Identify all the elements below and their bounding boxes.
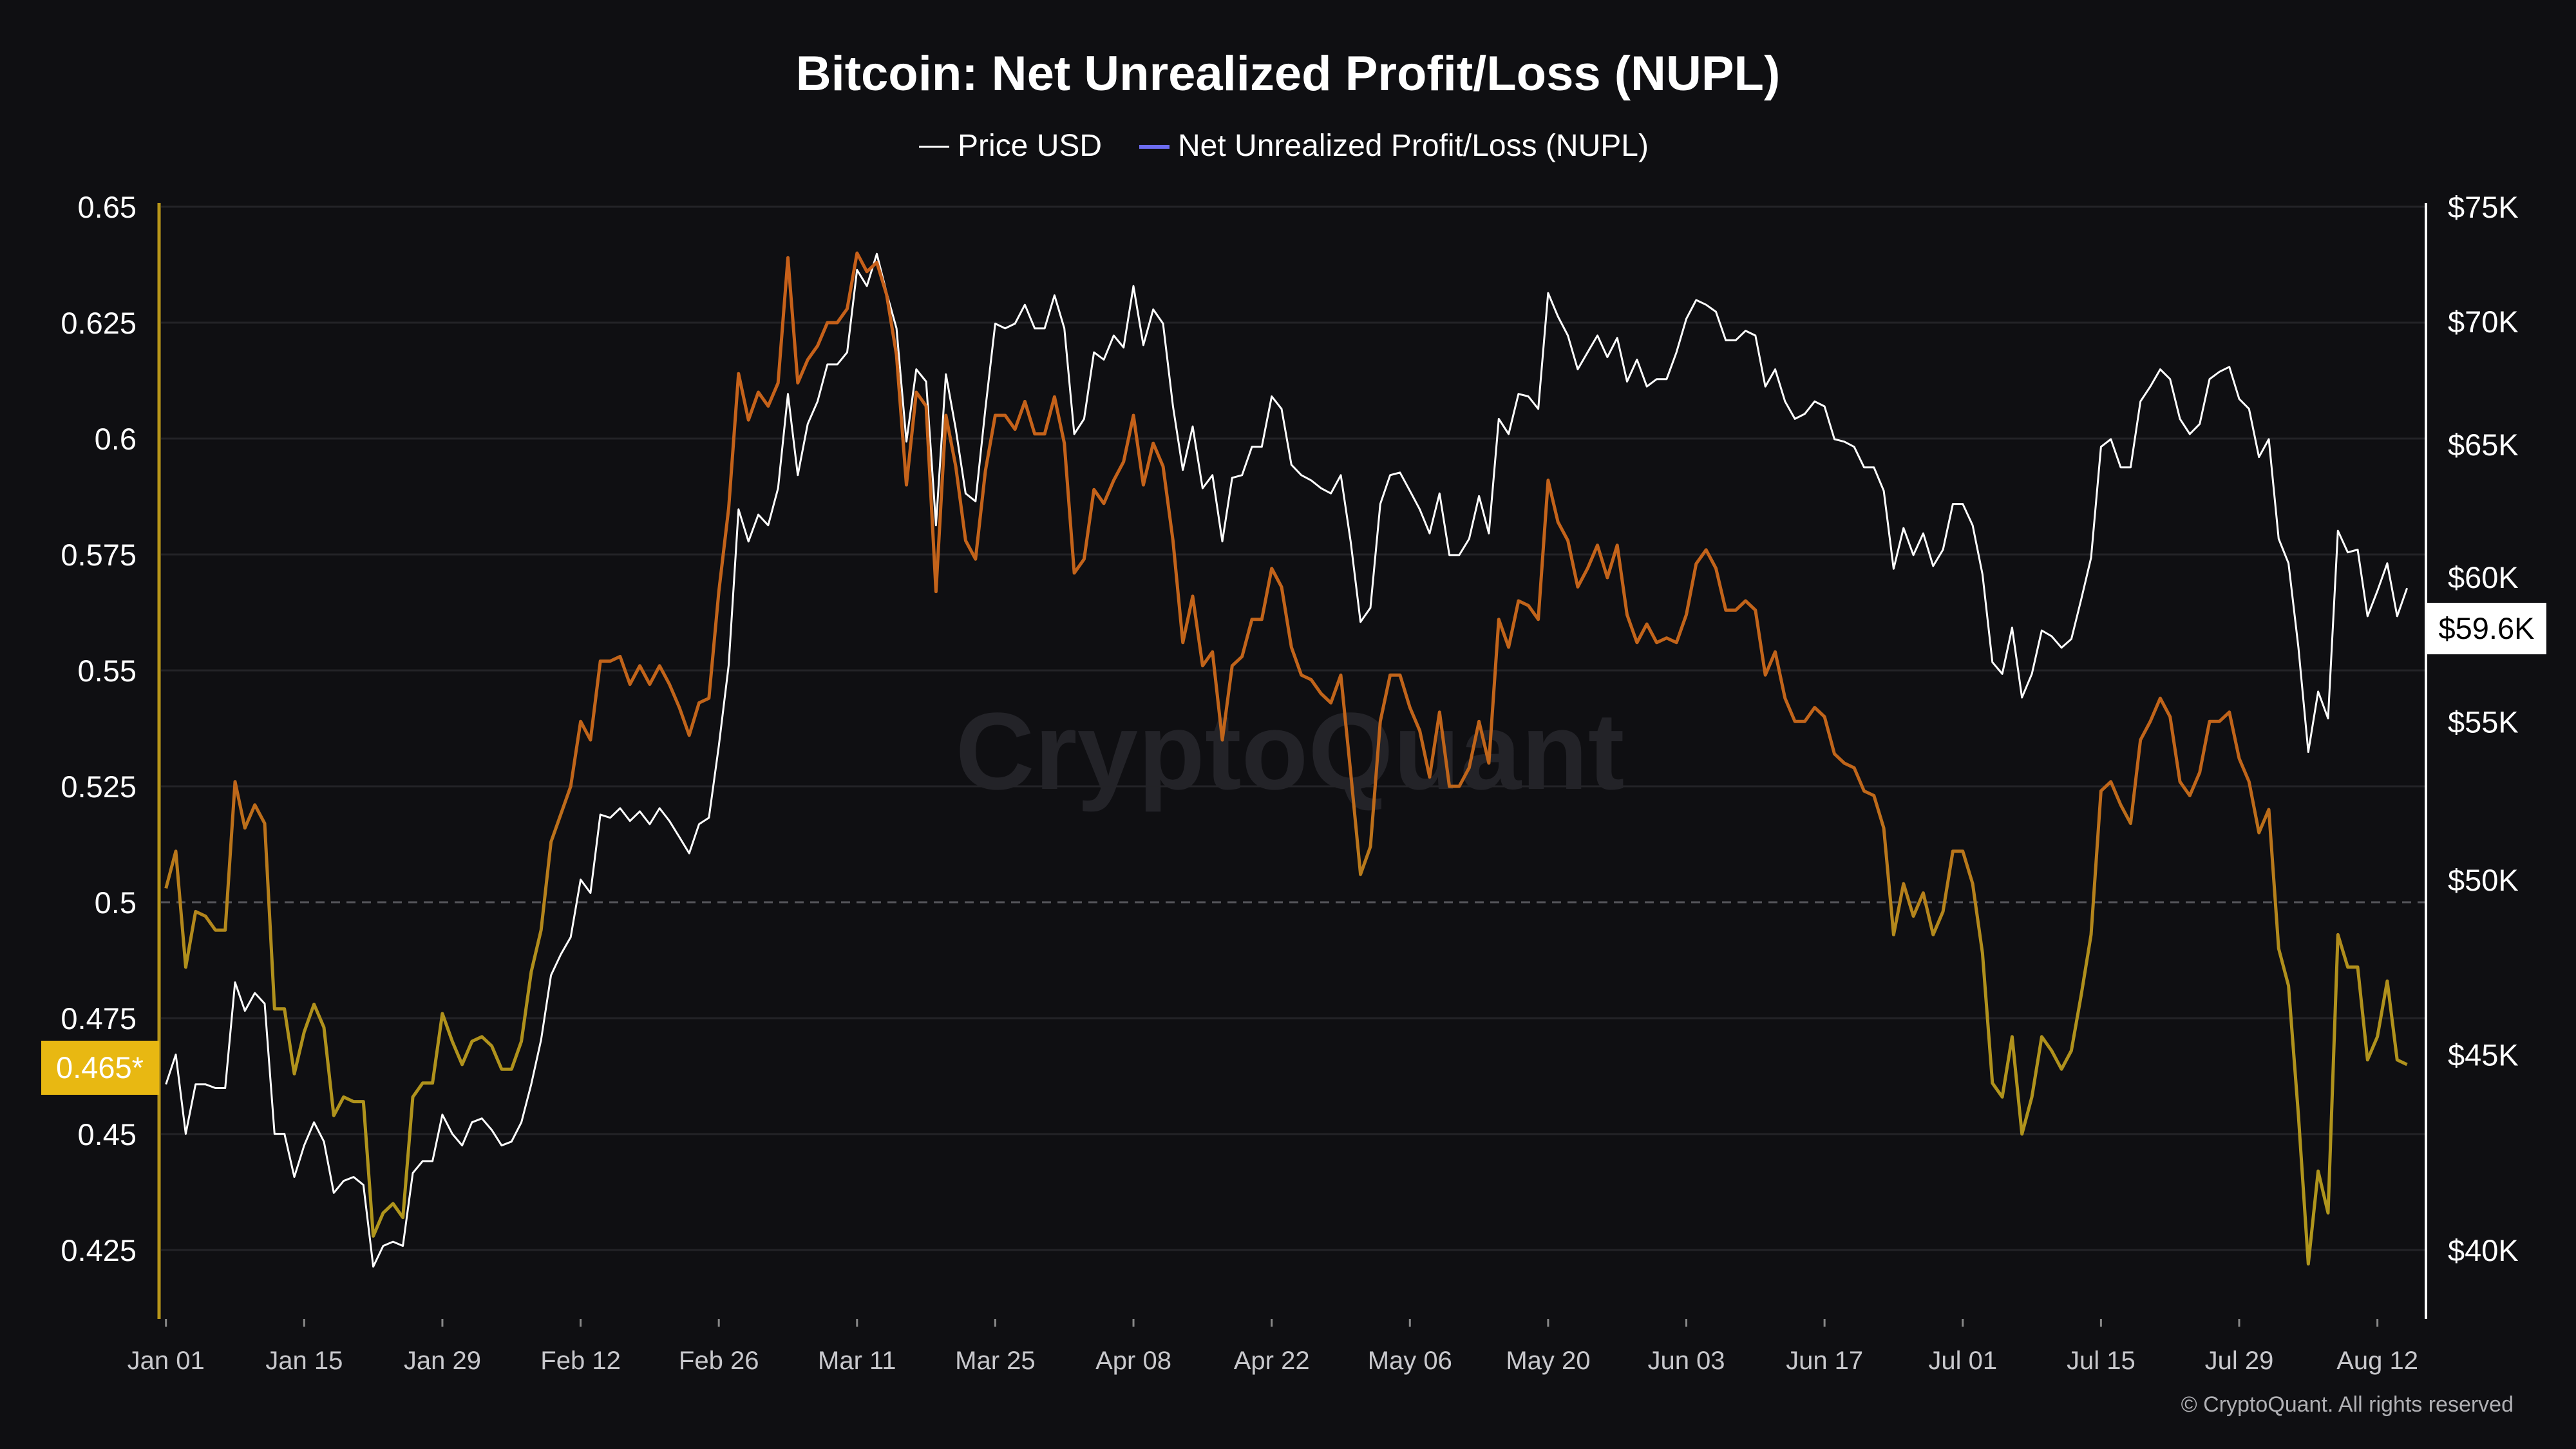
watermark: CryptoQuant: [956, 690, 1625, 813]
right-tick-label: $55K: [2448, 705, 2519, 739]
left-tick-label: 0.6: [95, 422, 137, 456]
legend-label-price: Price USD: [958, 129, 1102, 163]
x-tick-label: Jan 15: [265, 1347, 343, 1375]
chart-title: Bitcoin: Net Unrealized Profit/Loss (NUP…: [796, 46, 1781, 101]
left-tick-label: 0.475: [61, 1001, 137, 1036]
left-tick-label: 0.45: [78, 1117, 137, 1151]
right-tick-label: $65K: [2448, 428, 2519, 462]
x-tick-label: Jun 03: [1647, 1347, 1725, 1375]
x-tick-label: Apr 22: [1234, 1347, 1310, 1375]
x-tick-label: May 20: [1506, 1347, 1590, 1375]
x-tick-label: May 06: [1368, 1347, 1452, 1375]
left-tick-label: 0.5: [95, 886, 137, 920]
left-tick-label: 0.525: [61, 770, 137, 804]
x-tick-label: Jul 15: [2067, 1347, 2136, 1375]
current-price-badge: $59.6K: [2427, 603, 2546, 654]
x-axis-ticks: Jan 01 Jan 15 Jan 29 Feb 12 Feb 26 Mar 11 Mar …: [128, 1319, 2418, 1375]
x-tick-label: Mar 25: [955, 1347, 1036, 1375]
legend-label-nupl: Net Unrealized Profit/Loss (NUPL): [1178, 129, 1649, 163]
left-tick-label: 0.625: [61, 306, 137, 340]
right-axis-ticks: $75K $70K $65K $60K $55K $50K $45K $40K: [2448, 190, 2519, 1267]
left-axis-ticks: 0.65 0.625 0.6 0.575 0.55 0.525 0.5 0.475 0.45 0.…: [61, 190, 137, 1267]
right-tick-label: $60K: [2448, 560, 2519, 594]
x-tick-label: Feb 26: [679, 1347, 759, 1375]
series-nupl-line: [164, 251, 2408, 1266]
x-tick-label: Jan 01: [128, 1347, 205, 1375]
x-tick-label: Jul 29: [2205, 1347, 2274, 1375]
left-tick-label: 0.425: [61, 1233, 137, 1267]
right-tick-label: $70K: [2448, 305, 2519, 339]
x-tick-label: Feb 12: [540, 1347, 621, 1375]
right-tick-label: $45K: [2448, 1037, 2519, 1072]
right-tick-label: $75K: [2448, 190, 2519, 224]
left-tick-label: 0.65: [78, 190, 137, 224]
x-tick-label: Jul 01: [1928, 1347, 1997, 1375]
x-tick-label: Mar 11: [818, 1347, 896, 1375]
current-nupl-value: 0.465*: [56, 1050, 144, 1084]
right-tick-label: $50K: [2448, 863, 2519, 897]
legend: Price USD Net Unrealized Profit/Loss (NU…: [919, 129, 1649, 163]
x-tick-label: Jan 29: [404, 1347, 481, 1375]
gridlines: [161, 205, 2425, 1251]
x-tick-label: Apr 08: [1095, 1347, 1171, 1375]
series-price-usd-line: [165, 252, 2409, 1268]
right-tick-label: $40K: [2448, 1233, 2519, 1267]
current-price-value: $59.6K: [2439, 611, 2535, 645]
legend-item-price[interactable]: Price USD: [919, 129, 1102, 163]
current-nupl-badge: 0.465*: [41, 1041, 159, 1095]
copyright-text: © CryptoQuant. All rights reserved: [2181, 1392, 2514, 1417]
x-tick-label: Jun 17: [1786, 1347, 1863, 1375]
left-tick-label: 0.575: [61, 538, 137, 572]
x-tick-label: Aug 12: [2336, 1347, 2418, 1375]
legend-item-nupl[interactable]: Net Unrealized Profit/Loss (NUPL): [1139, 129, 1649, 163]
left-tick-label: 0.55: [78, 654, 137, 688]
